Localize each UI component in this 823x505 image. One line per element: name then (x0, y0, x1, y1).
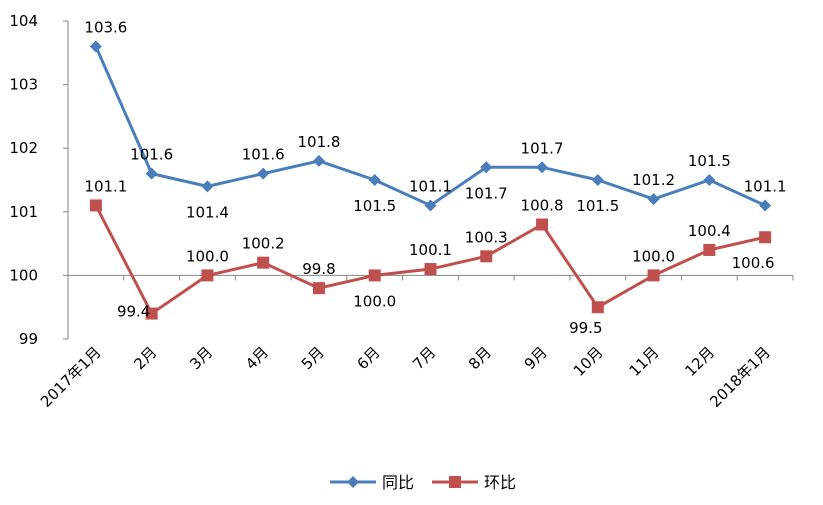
data-point-square (424, 263, 437, 276)
data-label: 101.6 (242, 146, 285, 164)
data-point-square (703, 243, 716, 256)
data-label: 101.4 (186, 203, 229, 221)
x-tick-label: 2018年1月 (706, 343, 774, 411)
x-tick-label: 6月 (353, 343, 383, 373)
data-label: 99.4 (117, 303, 150, 321)
data-point-square (591, 301, 604, 314)
series-layer (89, 40, 772, 320)
data-point-square (759, 231, 772, 244)
x-tick-label: 7月 (409, 343, 439, 373)
data-point-square (89, 199, 102, 212)
x-tick-label: 5月 (298, 343, 328, 373)
data-point-diamond (759, 199, 772, 212)
y-tick-label: 104 (9, 12, 38, 30)
data-point-diamond (591, 174, 604, 186)
x-tick-label: 4月 (242, 343, 272, 373)
data-label: 101.8 (297, 133, 340, 151)
y-tick-label: 101 (9, 203, 38, 221)
data-point-diamond (536, 161, 549, 174)
data-label: 99.5 (569, 319, 602, 337)
data-label: 101.6 (130, 146, 173, 164)
data-label: 101.1 (84, 177, 127, 195)
data-label: 100.3 (465, 228, 508, 246)
x-tick-label: 9月 (521, 343, 551, 373)
data-label: 101.5 (688, 152, 731, 170)
data-point-diamond (424, 199, 437, 212)
data-point-square (145, 307, 158, 320)
data-label: 101.2 (632, 171, 675, 189)
data-point-diamond (312, 154, 325, 167)
x-tick-label: 2017年1月 (37, 343, 105, 411)
x-tick-label: 10月 (570, 343, 607, 380)
x-tick-label: 8月 (465, 343, 495, 373)
data-label: 101.7 (521, 139, 564, 157)
legend-marker-square (449, 476, 461, 488)
data-label: 100.2 (242, 235, 285, 253)
data-point-square (312, 282, 325, 295)
data-label: 100.0 (353, 292, 396, 310)
data-point-square (257, 256, 270, 269)
legend-label: 同比 (382, 473, 414, 492)
data-label: 101.5 (576, 197, 619, 215)
data-label: 100.4 (688, 222, 731, 240)
data-label: 100.0 (632, 247, 675, 265)
data-label: 100.8 (521, 197, 564, 215)
x-tick-label: 2月 (130, 343, 160, 373)
x-tick-label: 11月 (626, 343, 663, 380)
data-point-diamond (257, 167, 270, 180)
legend: 同比 环比 (330, 473, 516, 492)
data-point-diamond (201, 180, 214, 193)
data-point-diamond (703, 174, 716, 186)
data-point-diamond (647, 193, 660, 206)
y-tick-label: 103 (9, 76, 38, 94)
data-point-square (201, 269, 214, 282)
data-label: 100.1 (409, 241, 452, 259)
axes (67, 21, 793, 339)
y-tick-label: 99 (19, 330, 38, 348)
data-point-square (480, 250, 493, 263)
data-label: 101.5 (353, 197, 396, 215)
data-label: 103.6 (84, 18, 127, 36)
data-point-square (536, 218, 549, 231)
x-tick-label: 12月 (681, 343, 718, 380)
data-label: 101.1 (409, 177, 452, 195)
data-label: 99.8 (302, 260, 335, 278)
y-tick-label: 102 (9, 139, 38, 157)
data-labels: 103.6 101.6 101.4 101.6 101.8 101.5 101.1 101.7… (84, 18, 786, 337)
y-axis-ticks: 99 100 101 102 103 104 (9, 12, 68, 348)
data-point-diamond (368, 174, 381, 186)
data-label: 100.6 (732, 254, 775, 272)
data-label: 100.0 (186, 247, 229, 265)
data-point-diamond (145, 167, 158, 180)
data-label: 101.1 (744, 177, 787, 195)
legend-marker-diamond (347, 476, 359, 488)
data-label: 101.7 (465, 184, 508, 202)
data-point-square (647, 269, 660, 282)
data-point-diamond (89, 40, 102, 53)
data-point-diamond (480, 161, 493, 174)
x-tick-label: 3月 (186, 343, 216, 373)
legend-label: 环比 (484, 473, 516, 492)
y-tick-label: 100 (9, 266, 38, 284)
data-point-square (368, 269, 381, 282)
